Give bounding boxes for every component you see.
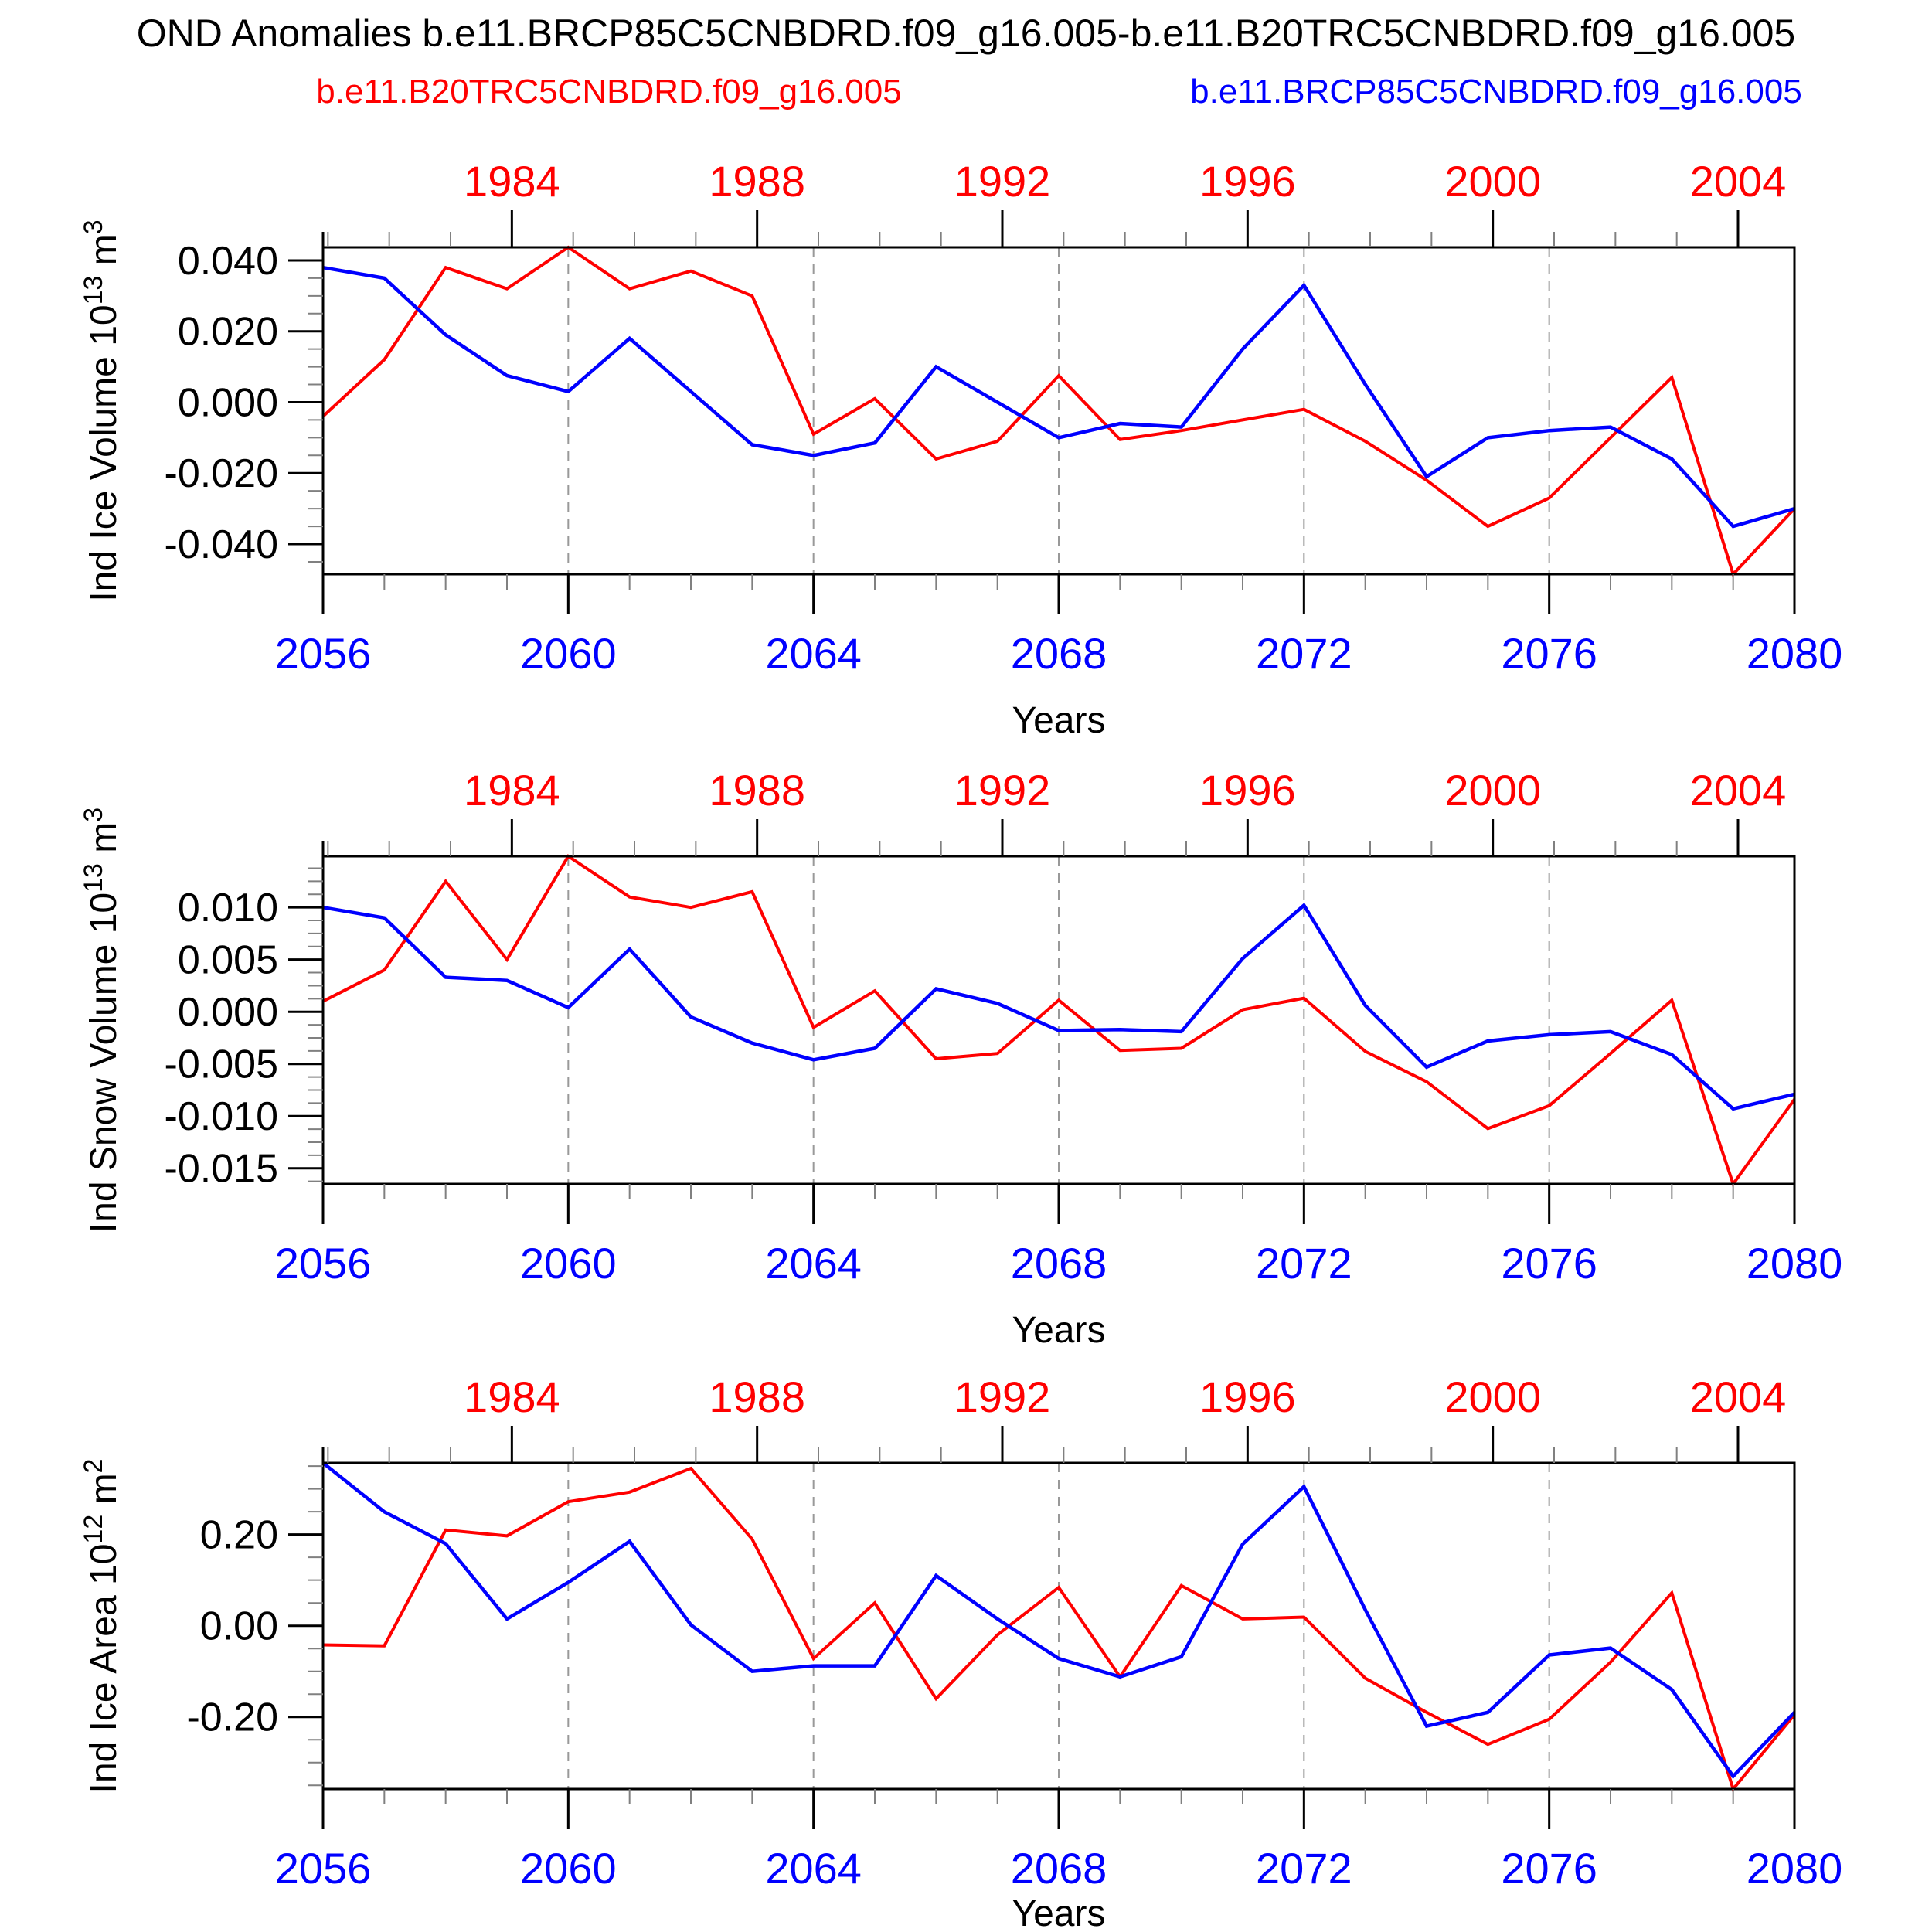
panel-2-y-tick-label: -0.010 <box>165 1094 278 1139</box>
plot-title: OND Anomalies b.e11.BRCP85C5CNBDRD.f09_g… <box>136 12 1796 55</box>
legend-label-20thc-run: b.e11.B20TRC5CNBDRD.f09_g16.005 <box>316 73 902 111</box>
panel-2-y-tick-label: -0.015 <box>165 1147 278 1192</box>
panel-1-y-tick-label: -0.020 <box>165 451 278 496</box>
panel-1-rcp85-series-line <box>322 265 1795 529</box>
panel-2-x-tick-label-top: 1988 <box>709 766 805 815</box>
panel-2-x-tick-label-top: 1984 <box>464 766 560 815</box>
panel-1-y-tick-label: 0.000 <box>178 380 278 425</box>
panel-3-x-axis-title: Years <box>1012 1893 1106 1932</box>
panel-2-y-tick-label: 0.005 <box>178 938 278 983</box>
panel-2-x-tick-label-top: 1992 <box>954 766 1051 815</box>
panel-3-x-tick-label-bottom: 2056 <box>275 1844 372 1893</box>
panel-1-x-tick-label-bottom: 2068 <box>1011 629 1107 678</box>
panel-1-x-tick-label-top: 1996 <box>1199 157 1296 206</box>
panel-3-x-tick-label-top: 2000 <box>1444 1372 1541 1421</box>
panel-1-x-tick-label-bottom: 2076 <box>1501 629 1597 678</box>
panel-1-x-tick-label-bottom: 2064 <box>765 629 862 678</box>
panel-3-x-tick-label-bottom: 2060 <box>520 1844 617 1893</box>
panel-1-x-tick-label-bottom: 2080 <box>1747 629 1843 678</box>
legend-label-rcp85-run: b.e11.BRCP85C5CNBDRD.f09_g16.005 <box>1190 73 1802 111</box>
panel-2-x-tick-label-top: 2004 <box>1690 766 1787 815</box>
panel-3-x-tick-label-top: 1992 <box>954 1372 1051 1421</box>
panel-2-x-axis-title: Years <box>1012 1310 1106 1351</box>
panel-3-x-tick-label-bottom: 2080 <box>1747 1844 1843 1893</box>
panel-2-rcp85-series-line <box>322 903 1795 1111</box>
panel-1-x-tick-label-bottom: 2072 <box>1256 629 1352 678</box>
panel-2-y-tick-label: 0.000 <box>178 990 278 1035</box>
panel-3-x-tick-label-bottom: 2064 <box>765 1844 862 1893</box>
panel-2-y-axis-title: Ind Snow Volume 1013 m3 <box>79 808 124 1233</box>
panel-3-x-tick-label-top: 2004 <box>1690 1372 1787 1421</box>
panel-1-x-tick-label-top: 1992 <box>954 157 1051 206</box>
panel-2-x-tick-label-bottom: 2068 <box>1011 1239 1107 1287</box>
panel-2-x-tick-label-bottom: 2072 <box>1256 1239 1352 1287</box>
panel-3-x-tick-label-top: 1984 <box>464 1372 560 1421</box>
panel-2-x-tick-label-bottom: 2060 <box>520 1239 617 1287</box>
panel-3-rcp85-series-line <box>321 1461 1796 1780</box>
panel-2-x-tick-label-bottom: 2056 <box>275 1239 372 1287</box>
panel-2-x-tick-label-top: 1996 <box>1199 766 1296 815</box>
panel-3-x-tick-label-top: 1988 <box>709 1372 805 1421</box>
panel-1-x-tick-label-top: 2000 <box>1444 157 1541 206</box>
panel-3-20thc-series-line <box>322 1466 1796 1793</box>
panel-2-y-tick-label: 0.010 <box>178 886 278 930</box>
panel-3-y-tick-label: 0.00 <box>200 1604 278 1649</box>
panel-3-x-tick-label-bottom: 2068 <box>1011 1844 1107 1893</box>
panel-3-y-tick-label: 0.20 <box>200 1513 278 1558</box>
panel-1-y-axis-title: Ind Ice Volume 1013 m3 <box>79 219 124 601</box>
panel-1-x-tick-label-top: 2004 <box>1690 157 1787 206</box>
panel-2-y-tick-label: -0.005 <box>165 1043 278 1087</box>
panel-1-y-tick-label: 0.040 <box>178 239 278 284</box>
panel-1-x-tick-label-bottom: 2056 <box>275 629 372 678</box>
panel-1-y-tick-label: -0.040 <box>165 522 278 567</box>
panel-3-x-tick-label-bottom: 2076 <box>1501 1844 1597 1893</box>
panel-1-x-tick-label-top: 1984 <box>464 157 560 206</box>
panel-1-x-tick-label-bottom: 2060 <box>520 629 617 678</box>
panel-3-x-tick-label-bottom: 2072 <box>1256 1844 1352 1893</box>
panel-3-x-tick-label-top: 1996 <box>1199 1372 1296 1421</box>
panel-2-x-tick-label-bottom: 2080 <box>1747 1239 1843 1287</box>
panel-2-x-tick-label-bottom: 2076 <box>1501 1239 1597 1287</box>
panel-2-x-tick-label-bottom: 2064 <box>765 1239 862 1287</box>
panel-1-y-tick-label: 0.020 <box>178 310 278 355</box>
panel-3-y-axis-title: Ind Ice Area 1012 m2 <box>79 1459 124 1794</box>
panel-1-x-axis-title: Years <box>1012 700 1106 741</box>
panel-2-x-tick-label-top: 2000 <box>1444 766 1541 815</box>
panel-1-x-tick-label-top: 1988 <box>709 157 805 206</box>
panel-3-y-tick-label: -0.20 <box>186 1696 278 1740</box>
